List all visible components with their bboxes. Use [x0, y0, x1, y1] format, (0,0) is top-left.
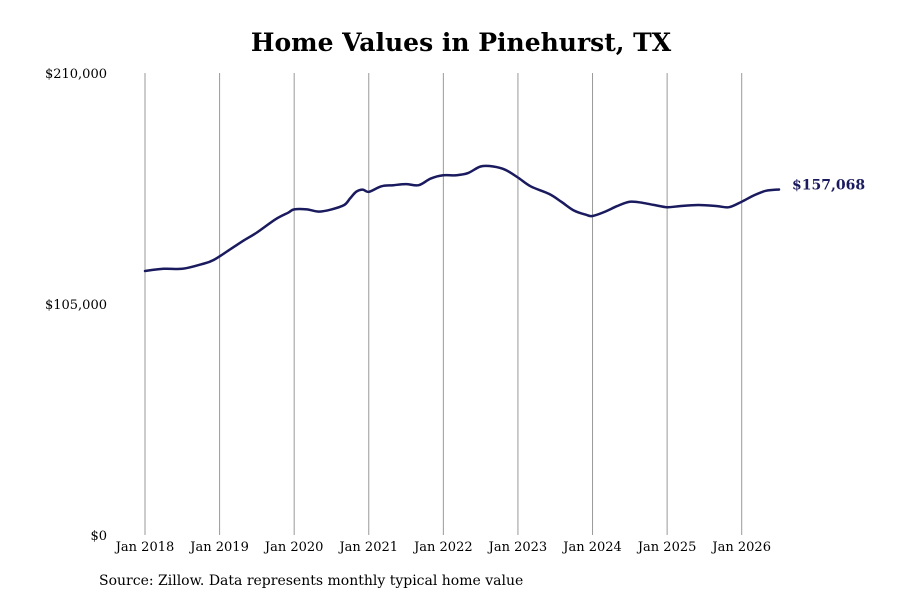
source-note: Source: Zillow. Data represents monthly …: [99, 573, 524, 589]
y-tick-label: $105,000: [45, 298, 107, 313]
x-tick-label: Jan 2025: [636, 540, 697, 555]
x-axis: Jan 2018 Jan 2019 Jan 2020 Jan 2021 Jan 2022…: [114, 540, 771, 555]
x-tick-label: Jan 2024: [561, 540, 622, 555]
x-tick-label: Jan 2021: [337, 540, 398, 555]
x-tick-label: Jan 2022: [412, 540, 473, 555]
x-tick-label: Jan 2026: [710, 540, 771, 555]
x-tick-label: Jan 2020: [263, 540, 324, 555]
x-tick-label: Jan 2018: [114, 540, 175, 555]
x-tick-label: Jan 2023: [487, 540, 548, 555]
label-layer: $157,068: [792, 177, 865, 193]
series-layer: [143, 164, 781, 273]
y-tick-label: $210,000: [45, 67, 107, 82]
grid-lines: [144, 73, 743, 535]
y-axis: $0 $105,000 $210,000: [45, 67, 107, 544]
home-value-line: [143, 164, 781, 273]
x-tick-label: Jan 2019: [188, 540, 249, 555]
chart-title: Home Values in Pinehurst, TX: [250, 28, 672, 57]
end-value-label: $157,068: [792, 177, 865, 193]
y-tick-label: $0: [90, 529, 107, 544]
